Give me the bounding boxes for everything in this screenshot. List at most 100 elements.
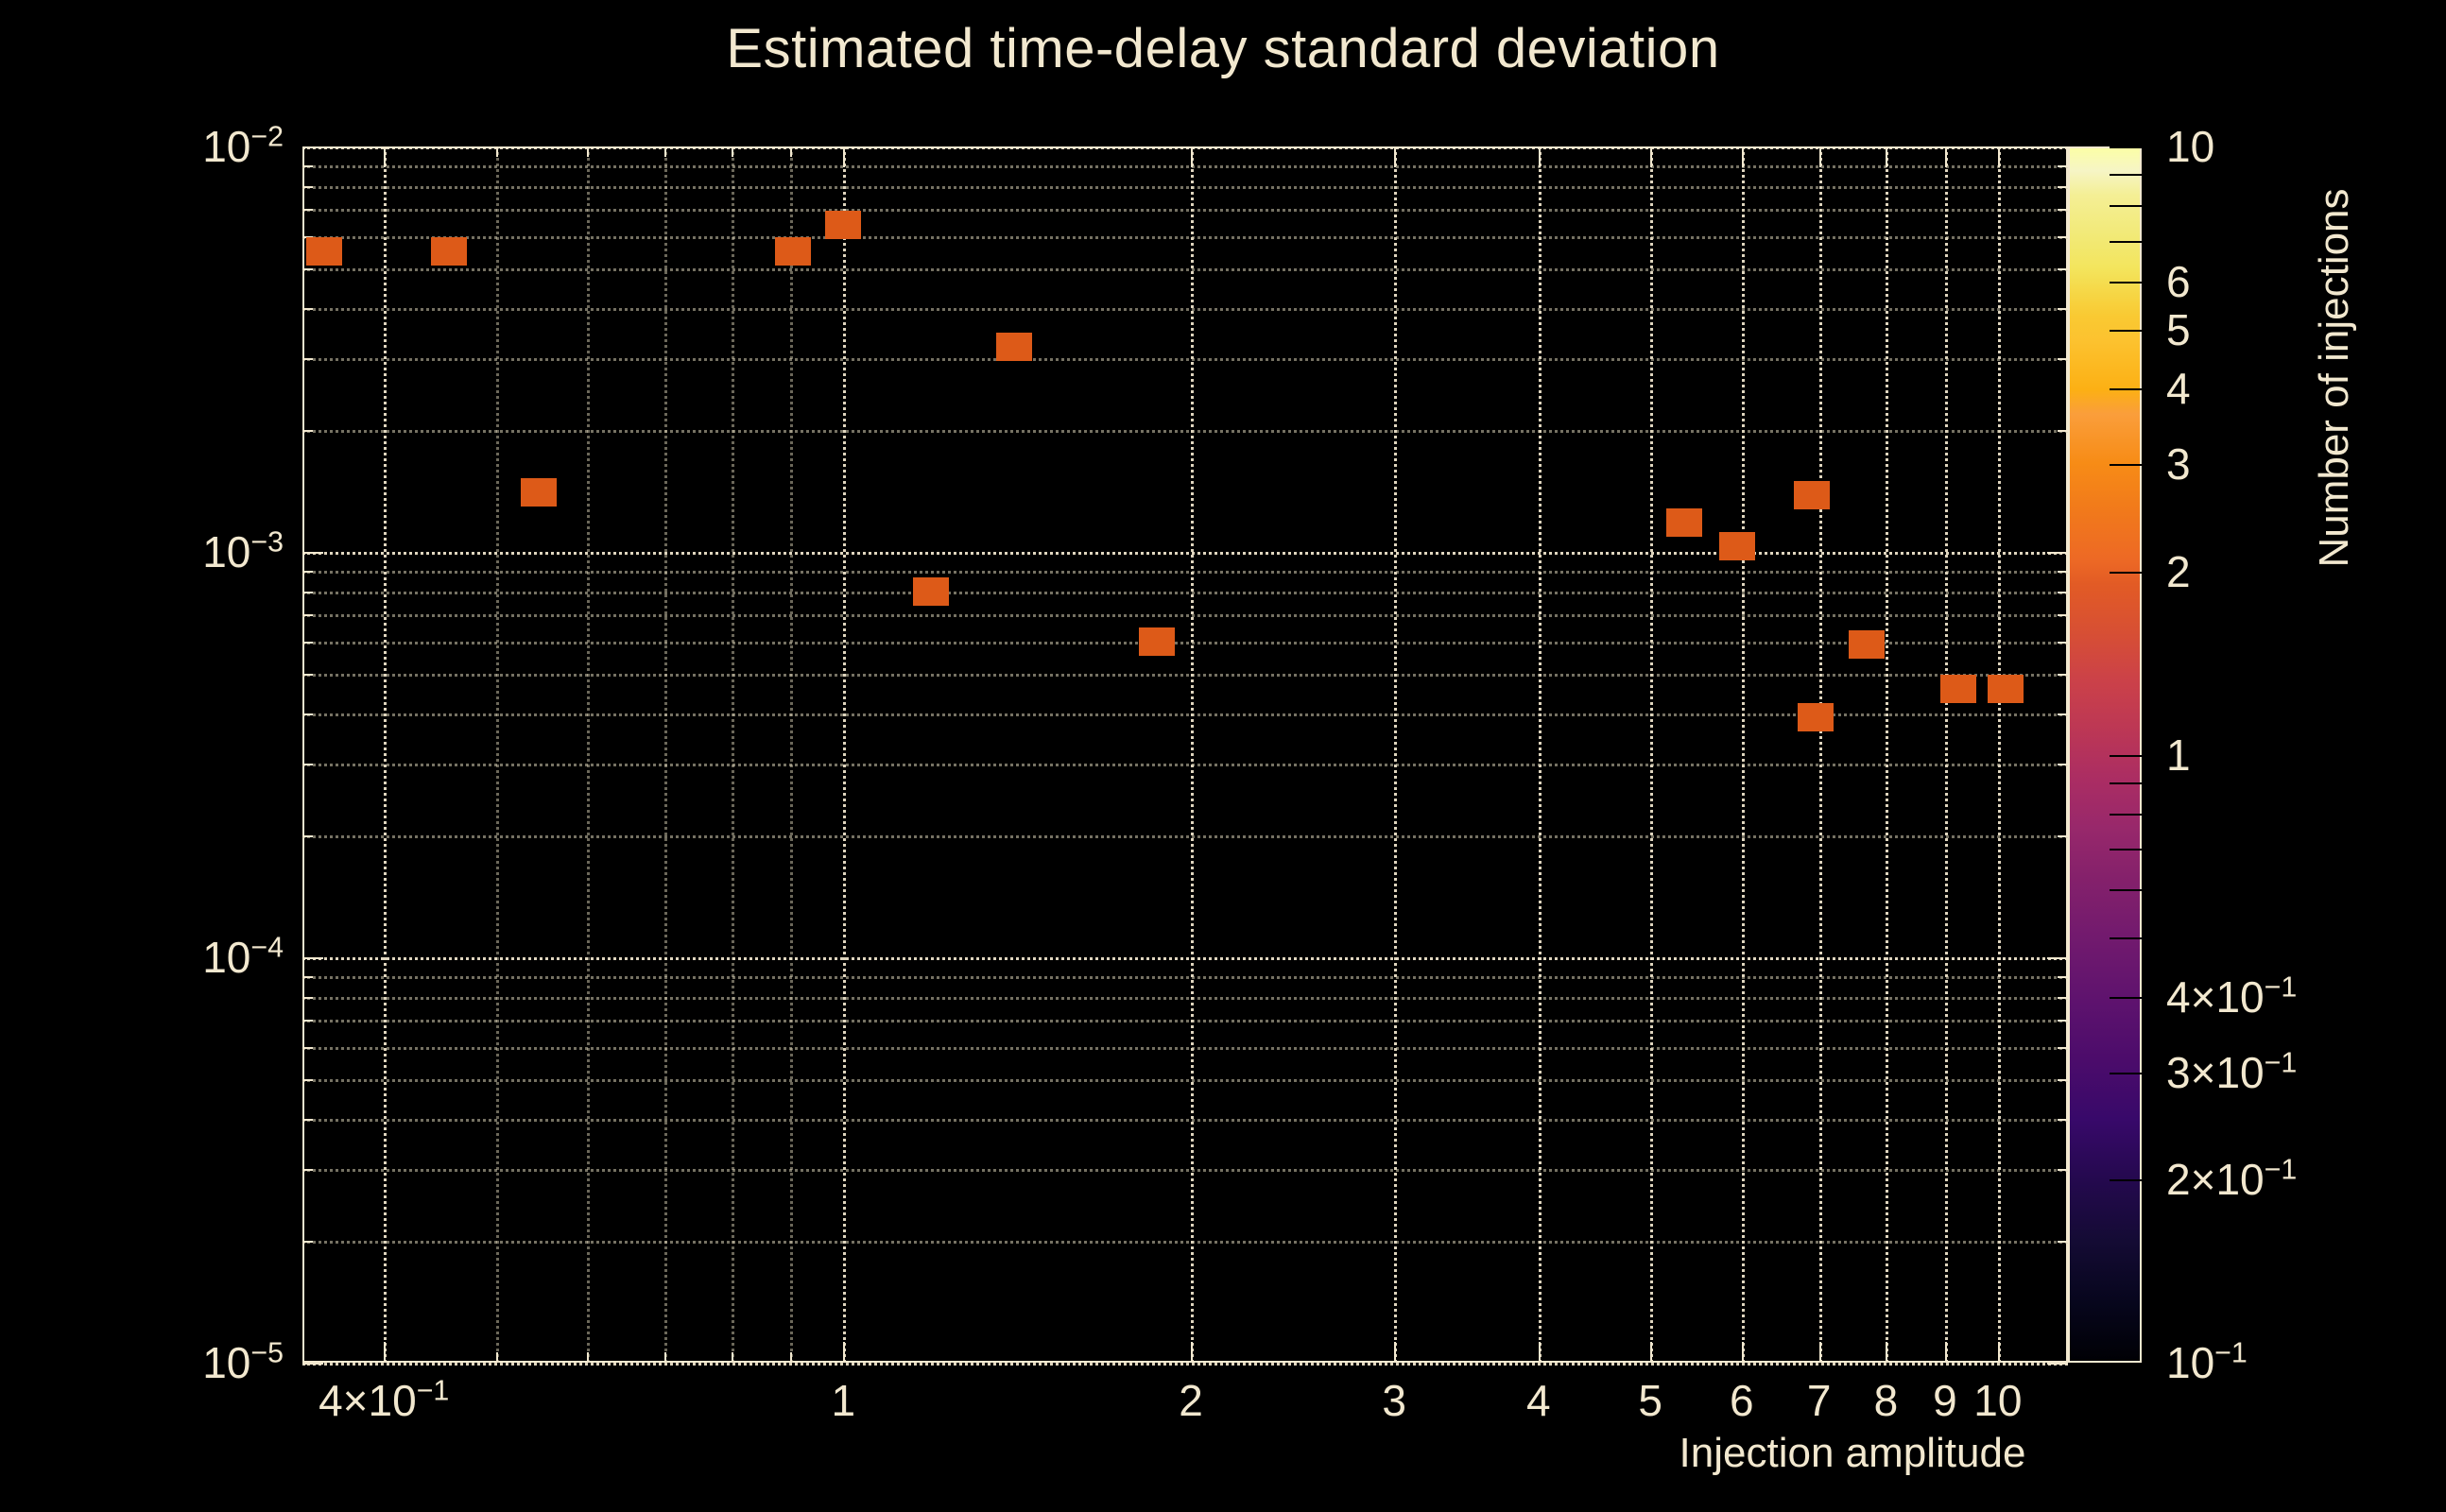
colorbar-tick-label: 4×10−1 [2166,971,2298,1022]
gridline-y [302,146,2068,149]
tick-y [2058,996,2068,999]
tick-x [587,1352,590,1363]
gridline-y [302,975,2068,979]
tick-y [302,996,313,999]
tick-y [2058,591,2068,593]
gridline-y [302,236,2068,240]
tick-y [302,1240,313,1243]
tick-y [302,957,323,959]
colorbar-tick-label: 3×10−1 [2166,1047,2298,1097]
x-tick-label: 10 [1973,1376,2023,1425]
tick-y [2058,209,2068,212]
colorbar-tick [2110,813,2142,816]
tick-y [2058,358,2068,361]
gridline-y [302,209,2068,213]
data-point-marker [1666,508,1703,538]
gridline-y [302,834,2068,838]
x-tick-label: 4 [1525,1376,1551,1425]
gridline-x [1818,146,1822,1363]
colorbar-tick [2110,281,2142,284]
tick-y [302,674,313,677]
gridline-y [302,1363,2068,1366]
colorbar-tick [2110,937,2142,940]
axis-line-bottom [302,1361,2068,1363]
gridline-x [1741,146,1745,1363]
tick-y [302,975,313,978]
y-tick-label: 10−3 [202,526,284,576]
tick-y [302,1363,323,1365]
x-tick-label: 4×10−1 [319,1375,450,1425]
tick-x [1886,146,1888,167]
y-tick-label: 10−4 [202,932,284,982]
tick-y [2058,674,2068,677]
tick-y [2058,1169,2068,1172]
gridline-x [843,146,847,1363]
gridline-x [1191,146,1195,1363]
y-tick-label: 10−2 [202,121,284,171]
tick-x [1818,146,1821,167]
tick-y [2058,307,2068,310]
tick-x [664,1352,667,1363]
chart-title: Estimated time-delay standard deviation [726,18,1720,79]
colorbar-tick-label: 10−1 [2166,1337,2248,1387]
tick-x [664,146,667,157]
tick-y [302,552,323,554]
tick-x [843,1342,846,1363]
data-point-marker [912,576,949,606]
tick-y [302,185,313,188]
tick-y [302,268,313,271]
tick-y [302,209,313,212]
gridline-x [1538,146,1542,1363]
tick-y [2058,614,2068,617]
gridline-y [302,1240,2068,1244]
gridline-y [302,996,2068,1000]
gridline-x [731,146,734,1363]
colorbar-tick [2110,889,2142,892]
tick-x [1886,1342,1888,1363]
x-tick-label: 3 [1382,1376,1406,1425]
axis-line-right [2066,146,2068,1363]
tick-x [1944,146,1947,167]
colorbar-tick [2110,849,2142,851]
colorbar-tick-label: 2 [2166,546,2191,596]
gridline-x [495,146,499,1363]
gridline-y [302,164,2068,168]
data-point-marker [775,237,812,266]
tick-y [2058,1118,2068,1121]
tick-x [1741,1342,1744,1363]
tick-x [1741,146,1744,167]
data-point-marker [1719,532,1756,561]
colorbar-tick [2110,464,2142,467]
colorbar-tick [2110,329,2142,332]
tick-y [302,307,313,310]
colorbar-tick-label: 4 [2166,364,2191,414]
colorbar-tick-label: 3 [2166,439,2191,490]
colorbar-tick-label: 1 [2166,730,2191,780]
gridline-x [587,146,591,1363]
data-point-marker [825,211,862,240]
gridline-y [302,1118,2068,1122]
tick-y [302,146,323,148]
gridline-y [302,674,2068,678]
tick-x [384,146,387,167]
tick-y [302,764,313,766]
tick-x [1394,1342,1397,1363]
colorbar-tick [2110,240,2142,243]
tick-y [2058,834,2068,837]
gridline-y [302,764,2068,767]
tick-y [2047,957,2068,959]
x-tick-label: 7 [1806,1376,1832,1425]
x-tick-label: 5 [1638,1376,1662,1425]
gridline-y [302,1020,2068,1023]
colorbar-tick [2110,571,2142,574]
tick-y [2058,1047,2068,1050]
gridline-y [302,429,2068,433]
gridline-y [302,268,2068,272]
data-point-marker [430,237,467,266]
colorbar-tick-label: 2×10−1 [2166,1154,2298,1205]
tick-y [2047,146,2068,148]
tick-y [302,1169,313,1172]
data-point-marker [1139,627,1176,657]
tick-y [2058,185,2068,188]
